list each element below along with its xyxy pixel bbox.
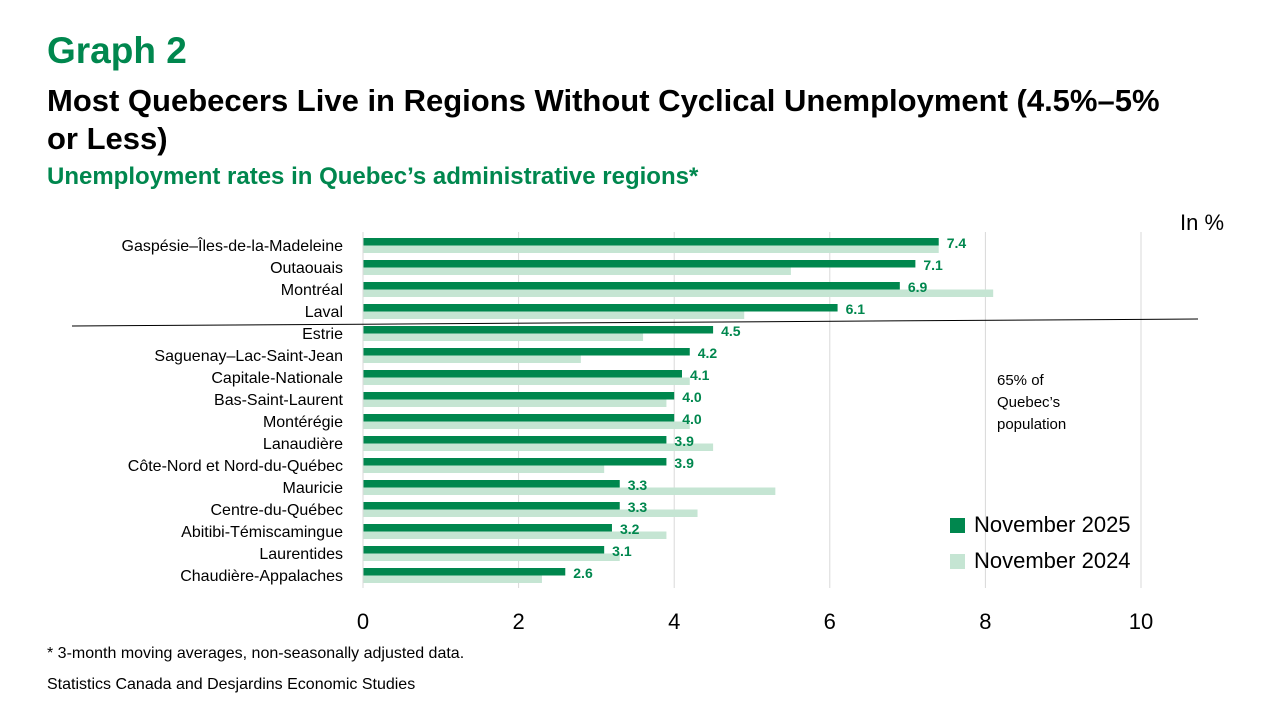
bar-2025 <box>363 370 682 378</box>
x-tick-label: 0 <box>357 609 369 634</box>
x-tick-label: 6 <box>824 609 836 634</box>
legend-item-2025: November 2025 <box>950 507 1131 543</box>
x-tick-label: 2 <box>512 609 524 634</box>
threshold-divider-line <box>71 318 1199 327</box>
category-label: Côte-Nord et Nord-du-Québec <box>128 458 343 475</box>
bar-2025 <box>363 414 675 422</box>
data-label: 3.9 <box>674 455 694 471</box>
legend-swatch-2025 <box>950 517 965 533</box>
bar-2024 <box>363 465 605 473</box>
legend-item-2024: November 2024 <box>950 543 1131 579</box>
data-label: 3.9 <box>674 433 694 449</box>
bar-2025 <box>363 502 620 510</box>
bar-2024 <box>363 443 714 451</box>
x-tick-label: 8 <box>979 609 991 634</box>
category-label: Abitibi-Témiscamingue <box>181 524 343 541</box>
x-tick-label: 10 <box>1129 609 1153 634</box>
data-label: 4.1 <box>690 367 710 383</box>
chart-title: Most Quebecers Live in Regions Without C… <box>47 83 1160 156</box>
bar-2024 <box>363 333 644 341</box>
category-label: Lanaudière <box>263 436 343 453</box>
category-label: Montérégie <box>263 414 343 431</box>
data-label: 4.0 <box>682 389 702 405</box>
bar-2024 <box>363 377 690 385</box>
population-annotation: 65% of Quebec’s population <box>997 372 1067 433</box>
category-label: Laurentides <box>259 546 343 563</box>
data-label: 3.3 <box>628 499 648 515</box>
data-label: 3.1 <box>612 543 632 559</box>
data-label: 4.0 <box>682 411 702 427</box>
legend: November 2025 November 2024 <box>950 507 1131 579</box>
category-label: Centre-du-Québec <box>210 502 343 519</box>
bar-2024 <box>363 289 994 297</box>
category-label: Saguenay–Lac-Saint-Jean <box>154 348 343 365</box>
source-note: Statistics Canada and Desjardins Economi… <box>47 676 416 693</box>
bar-2024 <box>363 575 542 583</box>
category-label: Mauricie <box>283 480 344 497</box>
category-label: Bas-Saint-Laurent <box>214 392 344 409</box>
legend-label-2024: November 2024 <box>974 548 1131 573</box>
bar-2024 <box>363 245 939 253</box>
chart-subtitle: Unemployment rates in Quebec’s administr… <box>47 163 699 190</box>
bar-2025 <box>363 326 714 334</box>
bar-2025 <box>363 260 916 268</box>
data-label: 4.2 <box>698 345 718 361</box>
bar-2025 <box>363 436 667 444</box>
data-label: 3.3 <box>628 477 648 493</box>
data-label: 7.4 <box>947 235 967 251</box>
bar-2024 <box>363 487 776 495</box>
category-label: Laval <box>305 304 343 321</box>
bar-2025 <box>363 568 566 576</box>
category-label: Chaudière-Appalaches <box>180 568 343 585</box>
bar-2025 <box>363 304 838 312</box>
bar-2025 <box>363 458 667 466</box>
bar-2025 <box>363 348 690 356</box>
category-label: Capitale-Nationale <box>211 370 343 387</box>
bar-2025 <box>363 282 900 290</box>
bar-2025 <box>363 524 612 532</box>
data-label: 6.9 <box>908 279 928 295</box>
bar-2024 <box>363 509 698 517</box>
bar-2024 <box>363 311 745 319</box>
category-label: Estrie <box>302 326 343 343</box>
x-tick-label: 4 <box>668 609 680 634</box>
bar-2024 <box>363 399 667 407</box>
data-label: 6.1 <box>846 301 866 317</box>
bar-2024 <box>363 531 667 539</box>
bar-2025 <box>363 238 939 246</box>
bar-2025 <box>363 546 605 554</box>
bar-2024 <box>363 355 581 363</box>
category-label: Montréal <box>281 282 343 299</box>
data-label: 3.2 <box>620 521 640 537</box>
bar-2025 <box>363 392 675 400</box>
bar-2024 <box>363 421 690 429</box>
legend-swatch-2024 <box>950 553 965 569</box>
legend-label-2025: November 2025 <box>974 512 1131 537</box>
bar-2024 <box>363 553 620 561</box>
footnote: * 3-month moving averages, non-seasonall… <box>47 645 465 662</box>
category-label: Gaspésie–Îles-de-la-Madeleine <box>122 236 344 255</box>
category-label: Outaouais <box>270 260 343 277</box>
data-label: 2.6 <box>573 565 593 581</box>
unit-label: In % <box>1180 210 1225 235</box>
bar-2024 <box>363 267 791 275</box>
bar-2025 <box>363 480 620 488</box>
data-label: 7.1 <box>923 257 943 273</box>
data-label: 4.5 <box>721 323 741 339</box>
graph-label: Graph 2 <box>47 30 187 71</box>
